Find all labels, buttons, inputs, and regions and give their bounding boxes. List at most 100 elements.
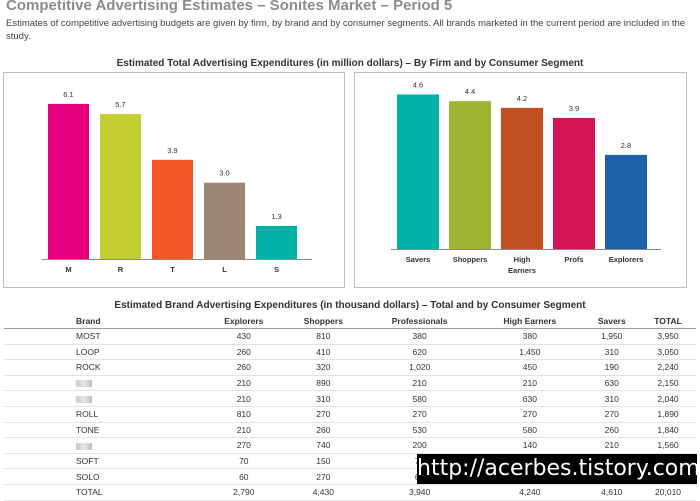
segment-chart-panel: 4.6 Savers 4.4 Shoppers 4.2 High Earners 3.9 Pro… — [354, 72, 687, 288]
value-cell: 320 — [283, 359, 364, 376]
tick-label-shoppers: Shoppers — [453, 255, 488, 264]
col-brand: Brand — [4, 313, 205, 329]
value-cell: 1,020 — [363, 359, 477, 376]
brand-cell: SOLO — [4, 468, 205, 485]
value-cell: 70 — [204, 453, 284, 470]
table-row: TOTAL 2,790 4,430 3,940 4,240 4,610 20,010 — [4, 484, 696, 501]
value-label-r: 5.7 — [115, 100, 125, 109]
value-cell: 450 — [476, 359, 584, 376]
value-cell: 810 — [204, 406, 284, 423]
value-label-s: 1.3 — [271, 212, 281, 221]
bar-profs — [553, 117, 595, 250]
value-cell: 380 — [363, 328, 477, 345]
value-cell: 890 — [283, 375, 364, 392]
value-cell: 3,940 — [363, 484, 477, 501]
bar-high-earners — [501, 107, 543, 249]
value-cell: 3,050 — [640, 344, 696, 361]
value-cell: 210 — [476, 375, 584, 392]
value-cell: 580 — [476, 422, 584, 439]
bar-m — [48, 103, 89, 259]
bar-explorers — [605, 154, 647, 249]
value-cell: 630 — [583, 375, 641, 392]
tick-label-explorers: Explorers — [609, 255, 644, 264]
value-cell: 260 — [583, 422, 641, 439]
redacted-brand — [76, 380, 92, 388]
value-cell: 270 — [363, 406, 477, 423]
value-cell: 2,150 — [640, 375, 696, 392]
value-cell: 1,890 — [640, 406, 696, 423]
bar-s — [256, 225, 297, 259]
value-label-l: 3.0 — [219, 169, 229, 178]
value-cell: 580 — [363, 390, 477, 407]
table-row: LOOP 260 410 620 1,450 310 3,050 — [4, 344, 696, 361]
value-cell: 200 — [363, 437, 477, 454]
tick-label-high-earners: High — [514, 255, 531, 264]
value-cell: 2,240 — [640, 359, 696, 376]
tick-label-l: L — [222, 265, 227, 274]
value-cell: 150 — [283, 453, 364, 470]
brand-cell: ROLL — [4, 406, 205, 423]
value-label-m: 6.1 — [63, 90, 73, 99]
value-cell: 630 — [476, 390, 584, 407]
page-description: Estimates of competitive advertising bud… — [6, 18, 686, 42]
tick-label-s: S — [274, 265, 279, 274]
bar-t — [152, 159, 193, 259]
value-cell: 1,560 — [640, 437, 696, 454]
table-header-row: Brand Explorers Shoppers Professionals H… — [4, 313, 696, 329]
brand-cell: TOTAL — [4, 484, 205, 501]
brand-cell: MOST — [4, 328, 205, 345]
bar-r — [100, 114, 141, 259]
value-cell: 430 — [204, 328, 284, 345]
value-cell: 310 — [583, 390, 641, 407]
segment-bar-chart: 4.6 Savers 4.4 Shoppers 4.2 High Earners 3.9 Pro… — [391, 80, 661, 275]
table-row: 210 890 210 210 630 2,150 — [4, 375, 696, 392]
table-row: 270 740 200 140 210 1,560 — [4, 437, 696, 454]
firm-chart-panel: 6.1 M 5.7 R 3.9 T 3.0 L 1.3 S — [3, 72, 345, 288]
tick-label-r: R — [118, 265, 124, 274]
value-cell: 210 — [204, 422, 284, 439]
value-cell: 270 — [476, 406, 584, 423]
value-cell: 210 — [363, 375, 477, 392]
brand-cell: TONE — [4, 422, 205, 439]
table-row: 210 310 580 630 310 2,040 — [4, 390, 696, 407]
value-cell: 270 — [283, 468, 364, 485]
value-cell: 2,790 — [204, 484, 284, 501]
table-row: ROCK 260 320 1,020 450 190 2,240 — [4, 359, 696, 376]
brand-cell — [4, 390, 205, 407]
firm-bar-chart: 6.1 M 5.7 R 3.9 T 3.0 L 1.3 S — [42, 90, 312, 274]
col-total: TOTAL — [640, 313, 696, 329]
col-explorers: Explorers — [204, 313, 284, 329]
value-label-profs: 3.9 — [569, 104, 579, 113]
value-cell: 270 — [283, 406, 364, 423]
chart-title: Estimated Total Advertising Expenditures… — [116, 58, 584, 69]
value-label-savers: 4.6 — [413, 80, 423, 89]
col-professionals: Professionals — [363, 313, 477, 329]
value-cell: 620 — [363, 344, 477, 361]
page-title: Competitive Advertising Estimates – Soni… — [6, 0, 453, 14]
value-cell: 260 — [204, 344, 284, 361]
value-cell: 3,950 — [640, 328, 696, 345]
value-cell: 380 — [476, 328, 584, 345]
bar-savers — [397, 94, 439, 249]
value-label-high-earners: 4.2 — [517, 94, 527, 103]
tick-label-savers: Savers — [406, 255, 431, 264]
value-cell: 270 — [204, 437, 284, 454]
value-cell: 410 — [283, 344, 364, 361]
table-row: ROLL 810 270 270 270 270 1,890 — [4, 406, 696, 423]
brand-cell: ROCK — [4, 359, 205, 376]
tick-label-high-earners: Earners — [508, 266, 536, 275]
value-cell: 4,610 — [583, 484, 641, 501]
value-cell: 4,240 — [476, 484, 584, 501]
brand-cell: LOOP — [4, 344, 205, 361]
value-cell: 4,430 — [283, 484, 364, 501]
value-cell: 210 — [204, 375, 284, 392]
bar-l — [204, 182, 245, 259]
value-cell: 810 — [283, 328, 364, 345]
col-savers: Savers — [583, 313, 641, 329]
table-row: TONE 210 260 530 580 260 1,840 — [4, 422, 696, 439]
watermark: http://acerbes.tistory.com — [417, 454, 700, 484]
value-cell: 530 — [363, 422, 477, 439]
value-cell: 210 — [583, 437, 641, 454]
value-label-t: 3.9 — [167, 146, 177, 155]
redacted-brand — [76, 442, 92, 450]
